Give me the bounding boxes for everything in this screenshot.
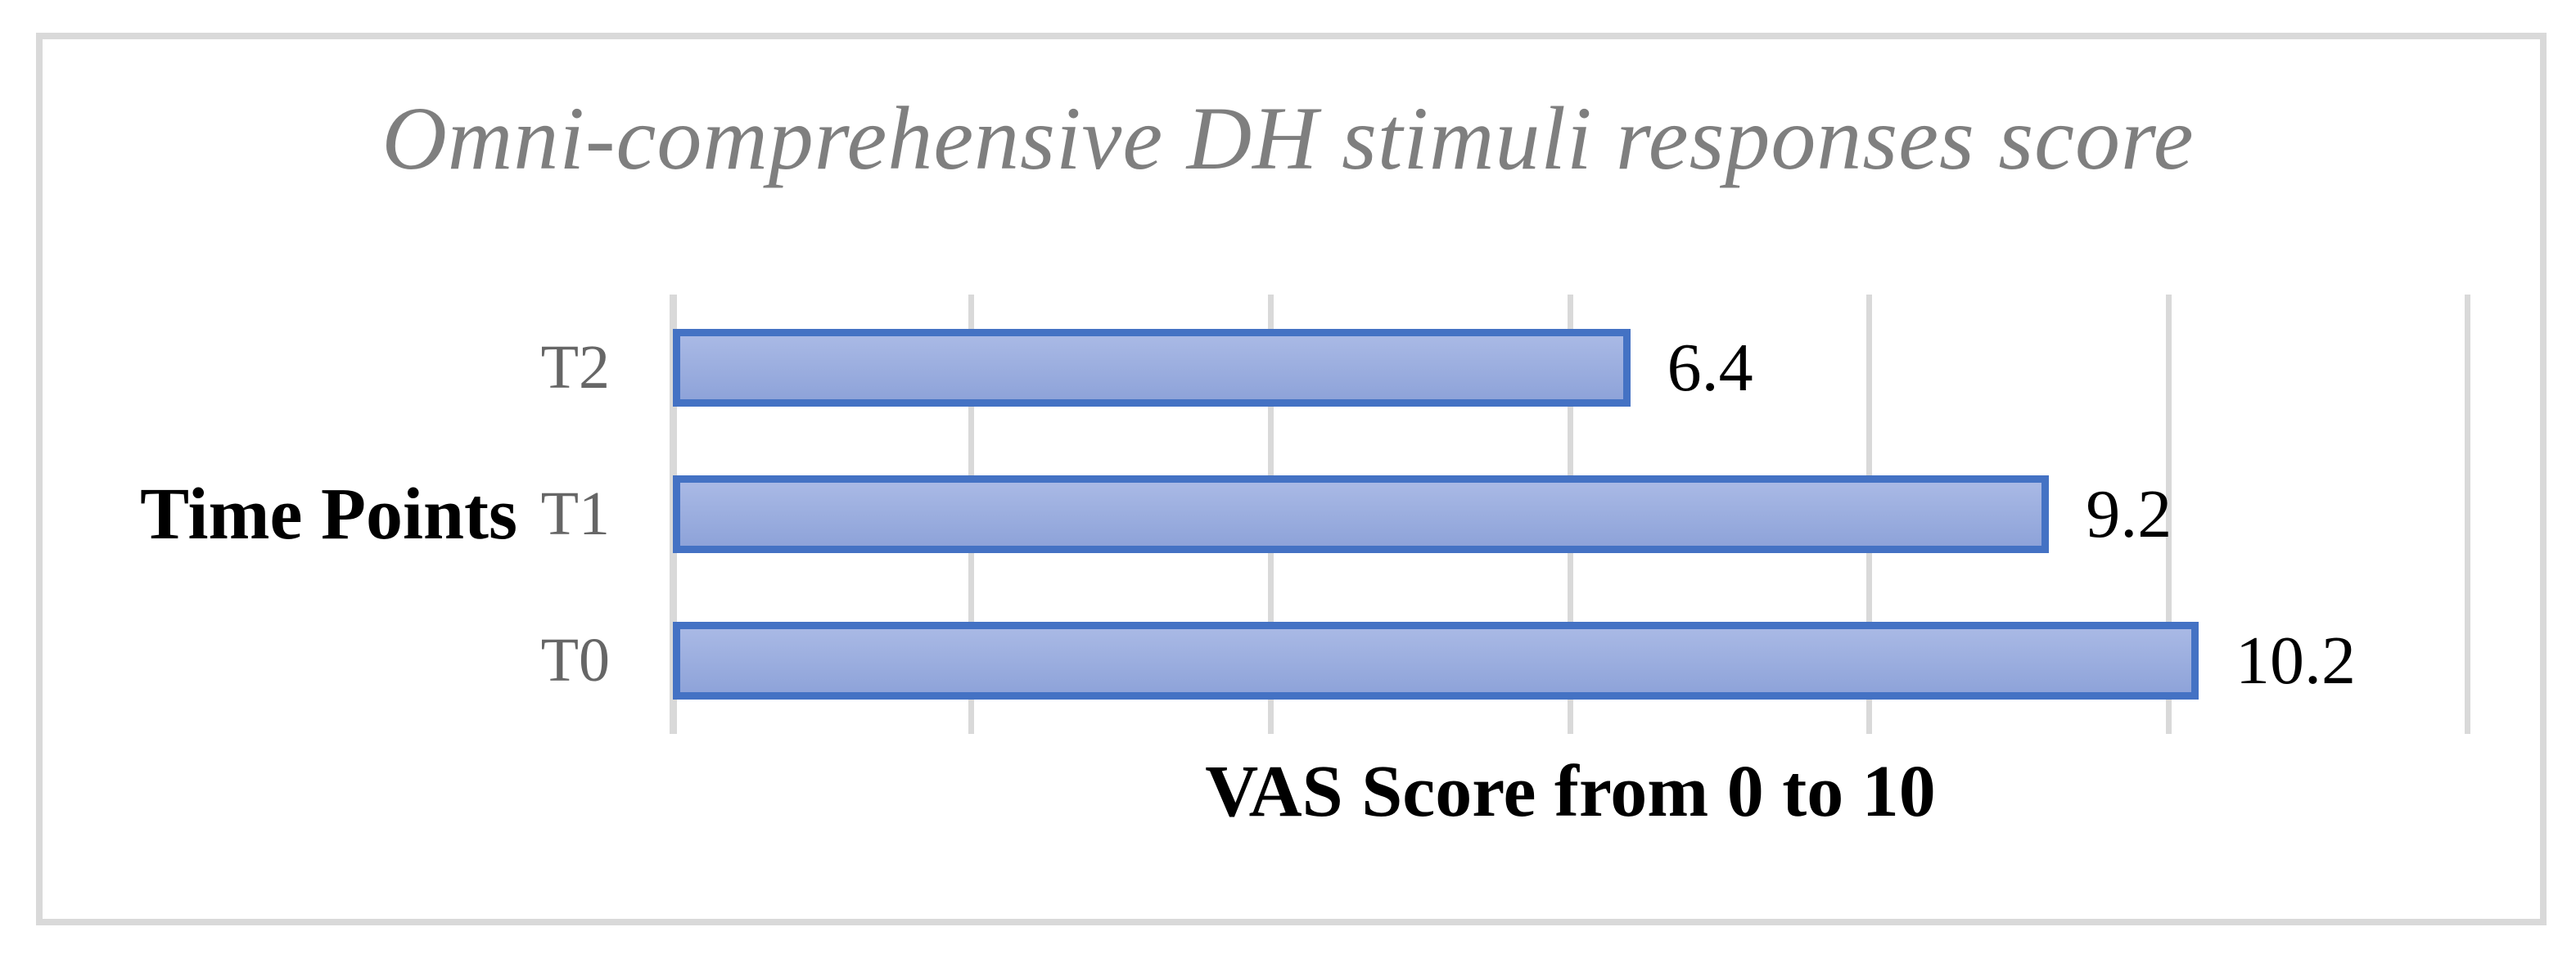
x-axis-title: VAS Score from 0 to 10 — [1205, 751, 1936, 832]
bar-row-t0: T0 10.2 — [541, 587, 2468, 734]
bar-t2 — [673, 329, 1631, 407]
value-label-t1: 9.2 — [2086, 476, 2172, 552]
chart-title: Omni-comprehensive DH stimuli responses … — [381, 88, 2195, 188]
gridline — [2165, 295, 2172, 734]
category-label-t0: T0 — [540, 626, 610, 695]
category-label-t2: T2 — [540, 333, 610, 402]
category-label-t1: T1 — [540, 479, 610, 548]
gridline — [2465, 295, 2470, 734]
y-axis-title: Time Points — [140, 474, 517, 555]
bar-t0 — [673, 622, 2199, 700]
plot-area: T2 6.4 T1 9.2 T0 10.2 — [541, 295, 2470, 734]
bar-row-t1: T1 9.2 — [541, 441, 2468, 587]
value-label-t0: 10.2 — [2235, 623, 2357, 699]
value-label-t2: 6.4 — [1667, 330, 1753, 406]
bar-row-t2: T2 6.4 — [541, 295, 2468, 441]
bar-t1 — [673, 475, 2050, 553]
